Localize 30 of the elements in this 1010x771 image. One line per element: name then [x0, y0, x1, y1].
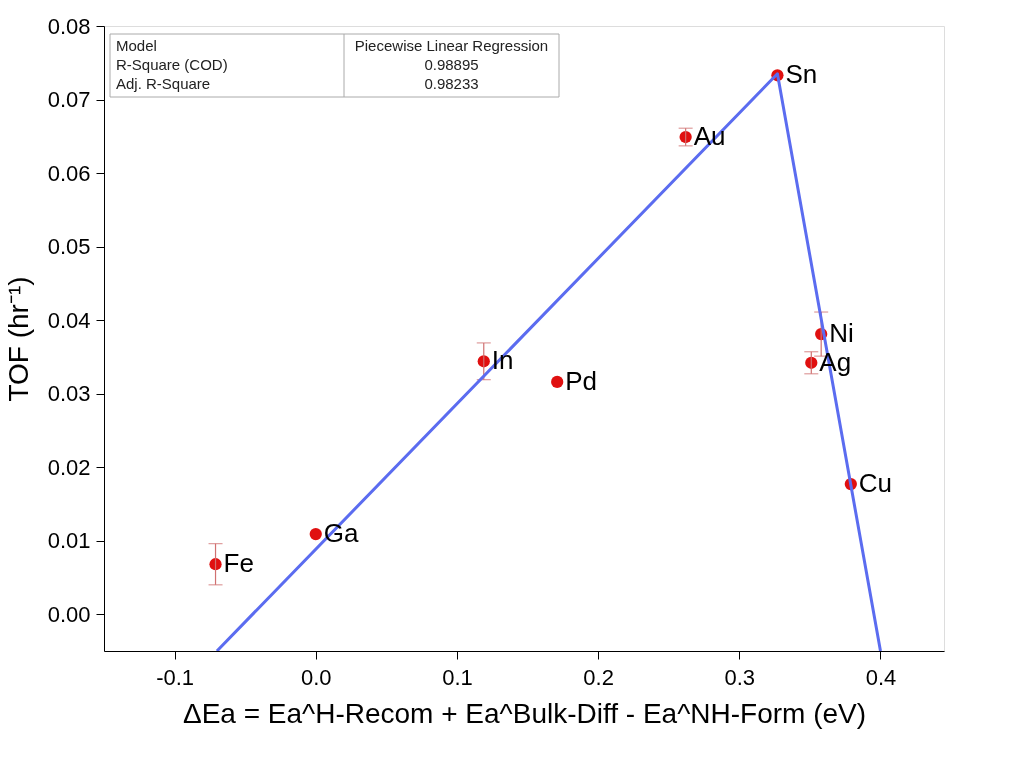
y-tick-label: 0.04 [47, 307, 91, 333]
x-tick-label: 0.2 [583, 664, 614, 690]
x-axis-title: ΔEa = Ea^H-Recom + Ea^Bulk-Diff - Ea^NH-Form (eV) [182, 697, 867, 729]
y-tick-label: 0.07 [47, 87, 91, 113]
point [309, 527, 322, 541]
point [551, 375, 564, 388]
annotation: Cu [858, 468, 893, 499]
annotation: Pd [565, 365, 597, 396]
annotation: Sn [785, 59, 818, 90]
y-tick-label: 0.00 [47, 601, 91, 627]
annotation: 0.98895 [424, 56, 479, 73]
y-tick-label: 0.08 [47, 13, 91, 39]
annotation: 0.98233 [424, 75, 479, 92]
y-tick-label: 0.06 [47, 160, 91, 186]
y-tick-label: 0.01 [47, 528, 91, 554]
annotation: Adj. R-Square [116, 75, 211, 92]
x-tick-label: 0.4 [865, 664, 897, 690]
y-tick-label: 0.03 [47, 381, 91, 407]
annotation: Ni [829, 318, 854, 349]
annotation: Fe [223, 548, 254, 579]
y-axis-title: TOF (hr⁻¹) [2, 276, 34, 402]
annotation: R-Square (COD) [116, 56, 228, 73]
annotation: Piecewise Linear Regression [354, 37, 549, 54]
y-tick-label: 0.05 [47, 234, 91, 260]
x-tick-label: 0.0 [300, 664, 332, 690]
x-tick-label: 0.3 [724, 664, 756, 690]
y-tick-label: 0.02 [47, 454, 91, 480]
x-tick-label: -0.1 [156, 664, 195, 690]
annotation: Model [116, 37, 157, 54]
x-tick-label: 0.1 [442, 664, 473, 690]
